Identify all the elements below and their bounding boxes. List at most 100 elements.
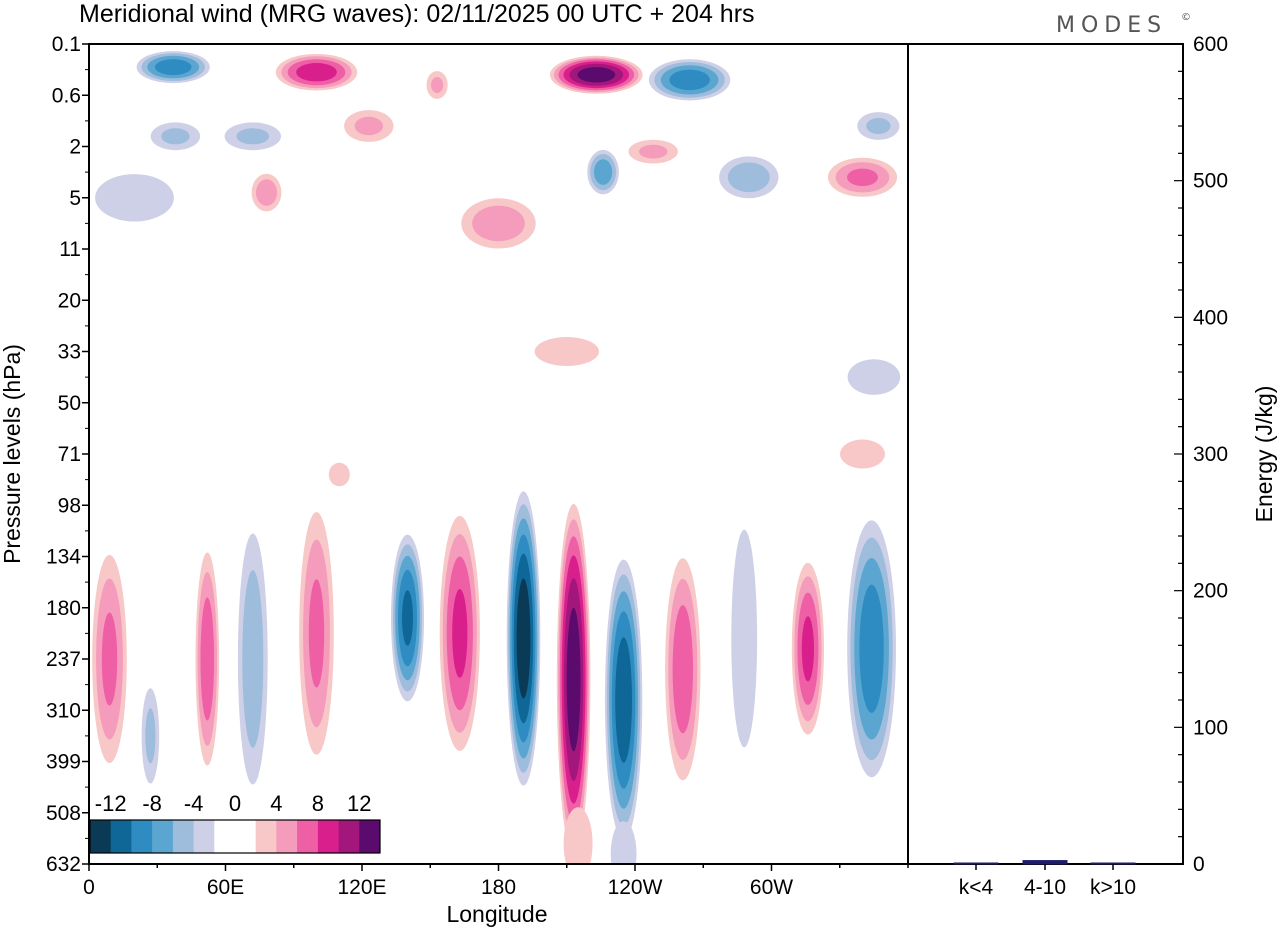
contour-band-25-10 — [402, 590, 413, 646]
x-axis-label: Longitude — [446, 901, 547, 927]
y-tick-label: 0.6 — [52, 84, 81, 107]
y-tick-label: 11 — [59, 238, 81, 261]
contour-band-12-6 — [847, 168, 878, 186]
energy-category-label: 4-10 — [1024, 876, 1066, 899]
energy-plot-frame — [907, 43, 1184, 865]
colorbar-swatch — [276, 820, 298, 853]
contour-band-26-8 — [452, 589, 468, 678]
contour-band-24-6 — [308, 579, 325, 688]
contour-band-35-2 — [610, 821, 637, 864]
contour-band-6-4 — [161, 128, 190, 145]
colorbar-label: 12 — [347, 791, 371, 816]
modes-logo: MODES — [1056, 13, 1167, 38]
x-tick-label: 180 — [481, 876, 516, 899]
contour-band-16-2 — [534, 337, 599, 366]
contour-band-5-4 — [354, 116, 383, 136]
contour-band-27-12 — [516, 578, 531, 699]
contour-band-28-12 — [566, 607, 581, 752]
y-tick-label: 50 — [58, 392, 81, 415]
energy-bar-k<4 — [953, 862, 999, 865]
energy-bar-k>10 — [1090, 862, 1136, 865]
contour-band-11-4 — [727, 162, 770, 193]
contour-band-9-6 — [594, 159, 613, 185]
colorbar-swatch — [317, 820, 339, 853]
x-tick-label: 60E — [207, 876, 244, 899]
x-tick-label: 0 — [83, 876, 95, 899]
energy-category-label: k<4 — [959, 876, 994, 899]
contour-field — [92, 51, 901, 864]
colorbar-label: -12 — [95, 791, 127, 816]
colorbar-label: 8 — [312, 791, 324, 816]
y-tick-label: 20 — [58, 289, 81, 312]
contour-band-15-2 — [95, 174, 174, 222]
contour-band-2-12 — [577, 67, 616, 83]
colorbar-swatch — [338, 820, 360, 853]
y-tick-label: 632 — [46, 853, 81, 876]
colorbar-swatch — [214, 820, 236, 853]
contour-band-1-8 — [296, 62, 337, 82]
axes: 0.1 0.6 2 5 11 20 33 50 71 98 134 180 237 310 399 508 63… — [46, 33, 1228, 899]
colorbar-swatch — [235, 820, 257, 853]
x-tick-label: 120E — [337, 876, 386, 899]
contour-band-19-2 — [328, 462, 350, 487]
colorbar-swatch — [90, 820, 112, 853]
contour-band-17-2 — [840, 439, 885, 469]
colorbar-swatch — [110, 820, 132, 853]
energy-y-tick-label: 400 — [1193, 306, 1228, 329]
contour-band-32-8 — [801, 616, 815, 682]
contour-band-29-10 — [615, 637, 632, 763]
contour-band-4-4 — [431, 77, 444, 93]
contour-band-18-2 — [847, 359, 901, 395]
colorbar: -12 -8 -4 0 4 8 12 — [89, 791, 381, 854]
contour-band-13-4 — [256, 179, 277, 206]
contour-band-23-4 — [242, 570, 264, 748]
colorbar-swatch — [297, 820, 319, 853]
y-tick-label: 71 — [58, 443, 81, 466]
energy-y-tick-label: 500 — [1193, 170, 1228, 193]
logo-registered-mark: © — [1181, 12, 1191, 23]
chart-title: Meridional wind (MRG waves): 02/11/2025 … — [79, 0, 755, 28]
contour-band-10-4 — [639, 144, 668, 159]
colorbar-swatch — [359, 820, 381, 853]
contour-band-21-4 — [145, 708, 156, 764]
colorbar-swatch — [193, 820, 215, 853]
energy-y-tick-label: 0 — [1193, 853, 1205, 876]
contour-band-14-4 — [472, 205, 525, 242]
colorbar-label: -8 — [142, 791, 162, 816]
contour-band-22-6 — [200, 597, 215, 721]
energy-category-label: k>10 — [1090, 876, 1136, 899]
energy-bar-4-10 — [1022, 860, 1068, 865]
y-tick-label: 134 — [46, 546, 81, 569]
y-tick-label: 98 — [58, 494, 81, 517]
energy-y-tick-label: 100 — [1193, 716, 1228, 739]
y-tick-label: 310 — [46, 699, 81, 722]
energy-axis-label: Energy (J/kg) — [1251, 386, 1277, 523]
x-tick-label: 120W — [608, 876, 663, 899]
y-axis-label: Pressure levels (hPa) — [0, 344, 25, 564]
colorbar-swatch — [131, 820, 153, 853]
energy-y-tick-label: 300 — [1193, 443, 1228, 466]
colorbar-label: -4 — [184, 791, 204, 816]
contour-band-30-6 — [672, 605, 693, 734]
colorbar-label: 0 — [229, 791, 241, 816]
contour-band-31-2 — [731, 529, 758, 748]
colorbar-swatch — [152, 820, 174, 853]
y-tick-label: 399 — [46, 751, 81, 774]
y-tick-label: 33 — [58, 341, 81, 364]
contour-band-34-2 — [563, 807, 593, 864]
contour-band-8-4 — [866, 118, 891, 134]
energy-y-tick-label: 200 — [1193, 580, 1228, 603]
contour-band-7-4 — [236, 128, 270, 145]
colorbar-label: 4 — [270, 791, 282, 816]
colorbar-swatch — [172, 820, 194, 853]
y-tick-label: 2 — [69, 136, 81, 159]
x-tick-label: 60W — [750, 876, 793, 899]
y-tick-label: 180 — [46, 597, 81, 620]
y-tick-label: 508 — [46, 802, 81, 825]
contour-band-20-6 — [101, 612, 118, 706]
energy-y-tick-label: 600 — [1193, 33, 1228, 56]
y-tick-label: 237 — [46, 648, 81, 671]
contour-band-3-8 — [669, 69, 710, 91]
colorbar-swatch — [255, 820, 277, 853]
